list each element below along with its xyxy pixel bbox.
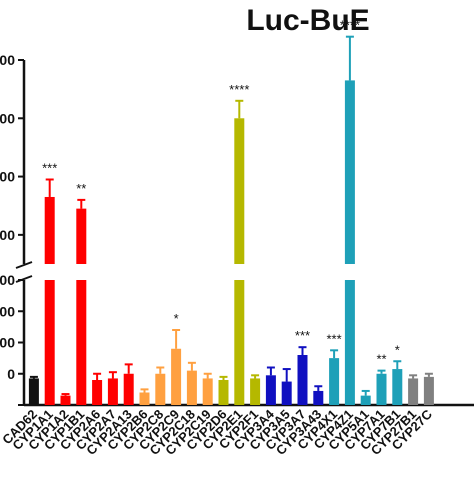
bar: [234, 280, 245, 405]
bar: [76, 208, 87, 264]
bar: [297, 355, 308, 405]
bar: [44, 280, 55, 405]
bar: [392, 369, 403, 405]
bar: [123, 373, 134, 405]
bar: [344, 280, 355, 405]
bar: [423, 376, 434, 405]
bar: [107, 378, 118, 405]
significance-label: *: [395, 342, 400, 357]
axis-break-mark: [15, 261, 33, 269]
significance-label: **: [76, 181, 86, 196]
bar: [234, 118, 245, 265]
category-labels: CAD62CYP1A1CYP1A2CYP1B1CYP2A6CYP2A7CYP2A…: [0, 406, 435, 458]
bar: [44, 196, 55, 264]
bar: [281, 381, 292, 405]
y-tick-label: 00: [0, 335, 15, 351]
y-tick-label: 00: [0, 272, 15, 288]
significance-label: ****: [229, 82, 249, 97]
bar: [218, 380, 229, 405]
significance-label: *: [174, 311, 179, 326]
y-tick-label: 00: [0, 227, 15, 243]
significance-label: ***: [295, 328, 310, 343]
bar: [60, 395, 71, 405]
significance-label: **: [376, 352, 386, 367]
chart-title: Luc-BuE: [246, 4, 369, 37]
bar: [186, 370, 197, 405]
bar: [265, 375, 276, 405]
bar: [408, 378, 419, 405]
significance-label: ****: [340, 18, 360, 33]
bar: [155, 373, 166, 405]
y-tick-label: 0: [7, 366, 15, 382]
bar: [329, 358, 340, 405]
y-tick-label: 00: [0, 303, 15, 319]
y-tick-label: 00: [0, 169, 15, 185]
significance-label: ***: [42, 160, 57, 175]
bar: [171, 348, 182, 405]
bar: [344, 80, 355, 265]
y-tick-label: 00: [0, 110, 15, 126]
y-tick-label: 00: [0, 52, 15, 68]
significance-label: ***: [327, 331, 342, 346]
bar: [92, 380, 103, 405]
bar: [360, 395, 371, 405]
bar: [139, 392, 150, 405]
bar: [28, 378, 39, 405]
bar: [313, 390, 324, 405]
bar: [202, 378, 213, 405]
bar: [76, 280, 87, 405]
bar: [376, 373, 387, 405]
bars: ************* **********: [28, 18, 434, 405]
bar: [250, 378, 261, 405]
